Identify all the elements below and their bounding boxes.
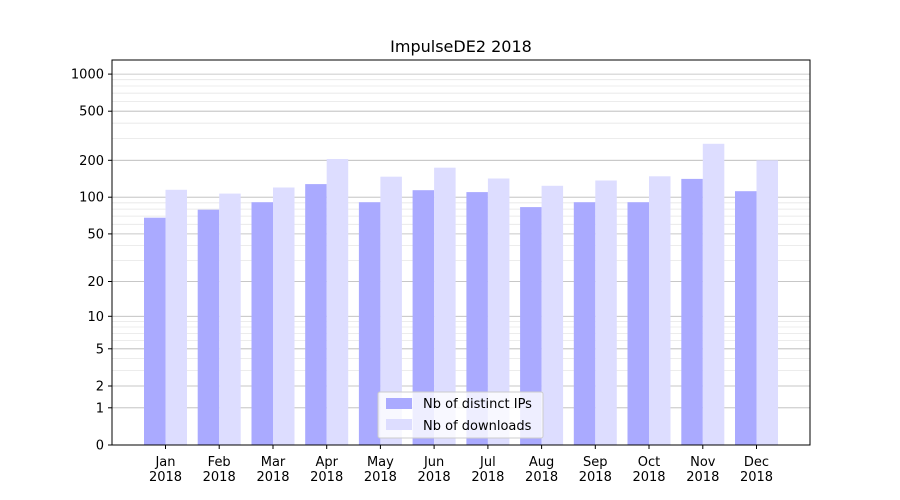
bar-downloads	[541, 185, 564, 446]
x-tick-label: Sep	[583, 455, 608, 470]
legend-swatch-distinct-ips	[386, 398, 412, 409]
bar-downloads	[702, 143, 725, 446]
x-tick-label: Nov	[690, 455, 716, 470]
x-tick-label: May	[367, 455, 394, 470]
y-tick-label: 50	[87, 227, 104, 242]
bar-distinct-ips	[520, 207, 542, 445]
legend-box	[377, 391, 544, 439]
bar-downloads	[273, 187, 295, 445]
x-tick-label: Dec	[744, 455, 769, 470]
bar-distinct-ips	[573, 202, 596, 445]
legend-swatch-downloads	[386, 419, 412, 430]
y-tick-label: 500	[79, 105, 104, 120]
x-tick-label: Jan	[154, 455, 175, 470]
y-tick-label: 100	[79, 191, 104, 206]
plot-frame	[111, 59, 811, 446]
x-tick-label: 2018	[203, 470, 236, 485]
x-tick-label: 2018	[364, 470, 397, 485]
x-tick-label: 2018	[471, 470, 504, 485]
bar-downloads	[219, 193, 241, 445]
y-tick-label: 1	[96, 401, 104, 416]
bar-distinct-ips	[681, 178, 703, 445]
bar-downloads	[649, 176, 671, 446]
x-tick-label: Mar	[261, 455, 286, 470]
x-tick-label: 2018	[149, 470, 182, 485]
y-tick-label: 10	[87, 310, 104, 325]
bar-distinct-ips	[144, 217, 166, 445]
x-tick-label: 2018	[310, 470, 343, 485]
bar-distinct-ips	[197, 209, 220, 445]
bar-distinct-ips	[305, 184, 327, 445]
bar-downloads	[380, 176, 402, 445]
legend: Nb of distinct IPs Nb of downloads	[377, 391, 544, 439]
x-tick-label: 2018	[579, 470, 612, 485]
x-tick-label: Jun	[423, 455, 444, 470]
bar-distinct-ips	[412, 190, 435, 445]
y-axis: 0 1 2 5 10 20 50 100 200 500 1000	[71, 68, 112, 454]
y-tick-label: 200	[79, 154, 104, 169]
x-tick-label: 2018	[525, 470, 558, 485]
bar-downloads	[487, 178, 510, 445]
y-tick-label: 5	[96, 342, 104, 357]
x-tick-label: Apr	[315, 455, 338, 470]
y-tick-label: 0	[96, 439, 104, 454]
bar-downloads	[756, 160, 778, 446]
x-tick-label: Feb	[208, 455, 231, 470]
bar-distinct-ips	[735, 191, 757, 445]
legend-label-downloads: Nb of downloads	[423, 419, 532, 434]
legend-label-distinct-ips: Nb of distinct IPs	[423, 397, 532, 412]
bar-downloads	[595, 180, 617, 445]
x-tick-label: 2018	[740, 470, 773, 485]
bar-distinct-ips	[627, 202, 649, 445]
y-tick-label: 20	[87, 275, 104, 290]
bar-distinct-ips	[358, 202, 381, 445]
x-tick-label: 2018	[632, 470, 665, 485]
x-tick-label: Oct	[638, 455, 660, 470]
bars	[144, 143, 778, 446]
bar-distinct-ips	[251, 202, 273, 445]
x-tick-label: Jul	[479, 455, 496, 470]
chart-title: ImpulseDE2 2018	[390, 37, 532, 56]
bar-distinct-ips	[466, 192, 488, 445]
y-tick-label: 1000	[71, 68, 104, 83]
x-tick-label: 2018	[256, 470, 289, 485]
y-tick-label: 2	[96, 380, 104, 395]
bar-downloads	[434, 167, 456, 445]
x-axis: Jan2018Feb2018Mar2018Apr2018May2018Jun20…	[149, 445, 773, 485]
bar-downloads	[165, 189, 187, 445]
x-tick-label: Aug	[529, 455, 554, 470]
bar-downloads	[326, 159, 349, 445]
x-tick-label: 2018	[686, 470, 719, 485]
x-tick-label: 2018	[418, 470, 451, 485]
